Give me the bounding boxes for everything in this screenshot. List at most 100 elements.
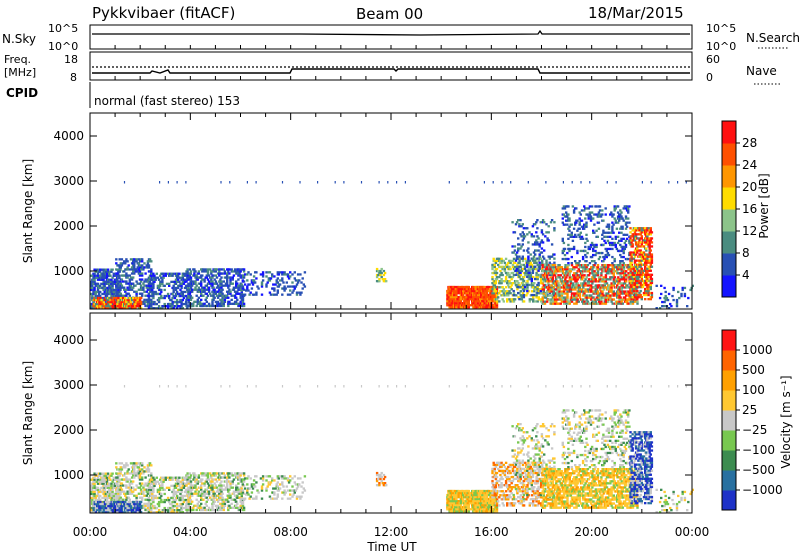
echo-cell	[677, 181, 679, 184]
echo-cell	[660, 284, 663, 287]
echo-cell	[600, 274, 603, 277]
echo-cell	[647, 261, 650, 264]
echo-cell	[588, 211, 592, 214]
echo-cell	[619, 213, 622, 216]
echo-cell	[128, 286, 131, 289]
echo-cell	[283, 273, 286, 276]
echo-cell	[233, 270, 237, 273]
echo-cell	[123, 270, 126, 273]
echo-cell	[180, 300, 183, 304]
echo-cell	[504, 286, 508, 289]
echo-cell	[198, 288, 202, 291]
echo-cell	[154, 276, 157, 279]
echo-cell	[119, 280, 122, 283]
echo-cell	[171, 274, 174, 277]
echo-cell	[585, 223, 588, 226]
echo-cell	[607, 286, 610, 289]
echo-cell	[163, 305, 166, 308]
echo-cell	[645, 249, 648, 252]
echo-cell	[612, 278, 615, 281]
echo-cell	[149, 288, 153, 292]
echo-cell	[570, 223, 573, 226]
echo-cell	[459, 300, 463, 303]
echo-cell	[587, 282, 591, 285]
echo-cell	[108, 482, 111, 485]
echo-cell	[603, 282, 606, 285]
echo-cell	[568, 249, 571, 253]
echo-cell	[558, 264, 561, 267]
echo-cell	[91, 509, 94, 512]
echo-cell	[92, 305, 95, 308]
echo-cell	[619, 253, 622, 257]
echo-cell	[175, 302, 179, 306]
echo-cell	[187, 290, 190, 293]
echo-cell	[292, 285, 295, 288]
echo-cell	[650, 245, 654, 248]
echo-cell	[238, 272, 241, 275]
echo-cell	[650, 231, 654, 234]
echo-cell	[509, 286, 512, 289]
echo-cell	[148, 298, 152, 301]
echo-cell	[512, 293, 515, 297]
echo-cell	[521, 223, 524, 226]
echo-cell	[601, 213, 604, 216]
echo-cell	[218, 280, 221, 283]
echo-cell	[540, 239, 544, 242]
echo-cell	[607, 253, 611, 257]
echo-cell	[119, 286, 122, 289]
echo-cell	[121, 498, 125, 501]
echo-cell	[570, 231, 573, 234]
echo-cell	[528, 283, 531, 287]
echo-cell	[119, 296, 122, 300]
beam-title: Beam 00	[356, 5, 423, 23]
echo-cell	[526, 282, 529, 285]
echo-cell	[125, 484, 128, 487]
echo-cell	[568, 274, 571, 277]
echo-cell	[586, 300, 590, 303]
echo-cell	[119, 470, 122, 473]
echo-cell	[646, 235, 649, 238]
echo-cell	[211, 284, 214, 287]
echo-cell	[621, 227, 624, 230]
power-colorbar-label: Power [dB]	[757, 173, 771, 238]
echo-cell	[112, 272, 115, 275]
echo-cell	[487, 304, 491, 307]
echo-cell	[632, 285, 636, 289]
echo-cell	[531, 271, 535, 274]
echo-cell	[121, 294, 125, 297]
echo-cell	[383, 278, 387, 281]
echo-cell	[99, 270, 102, 273]
echo-cell	[121, 484, 125, 487]
echo-cell	[627, 207, 630, 210]
echo-cell	[173, 300, 177, 304]
echo-cell	[222, 296, 225, 299]
echo-cell	[618, 239, 621, 242]
echo-cell	[512, 251, 515, 254]
echo-cell	[138, 264, 142, 267]
echo-cell	[507, 271, 510, 275]
echo-cell	[250, 287, 254, 290]
echo-cell	[298, 291, 301, 294]
echo-cell	[566, 288, 569, 291]
echo-cell	[119, 288, 122, 292]
echo-cell	[594, 300, 597, 303]
echo-cell	[116, 278, 119, 281]
echo-cell	[582, 298, 585, 301]
echo-cell	[375, 280, 379, 283]
echo-cell	[91, 484, 94, 487]
echo-cell	[582, 268, 585, 271]
echo-cell	[127, 298, 130, 302]
echo-cell	[644, 265, 647, 268]
echo-cell	[553, 274, 557, 277]
echo-cell	[519, 233, 522, 236]
echo-cell	[167, 181, 169, 184]
echo-cell	[240, 289, 243, 292]
echo-cell	[139, 284, 143, 287]
nsky-label: N.Sky	[2, 32, 36, 46]
echo-cell	[483, 285, 486, 289]
echo-cell	[573, 302, 576, 305]
echo-cell	[181, 307, 184, 310]
echo-cell	[629, 289, 632, 293]
echo-cell	[125, 272, 128, 275]
echo-cell	[123, 307, 126, 310]
